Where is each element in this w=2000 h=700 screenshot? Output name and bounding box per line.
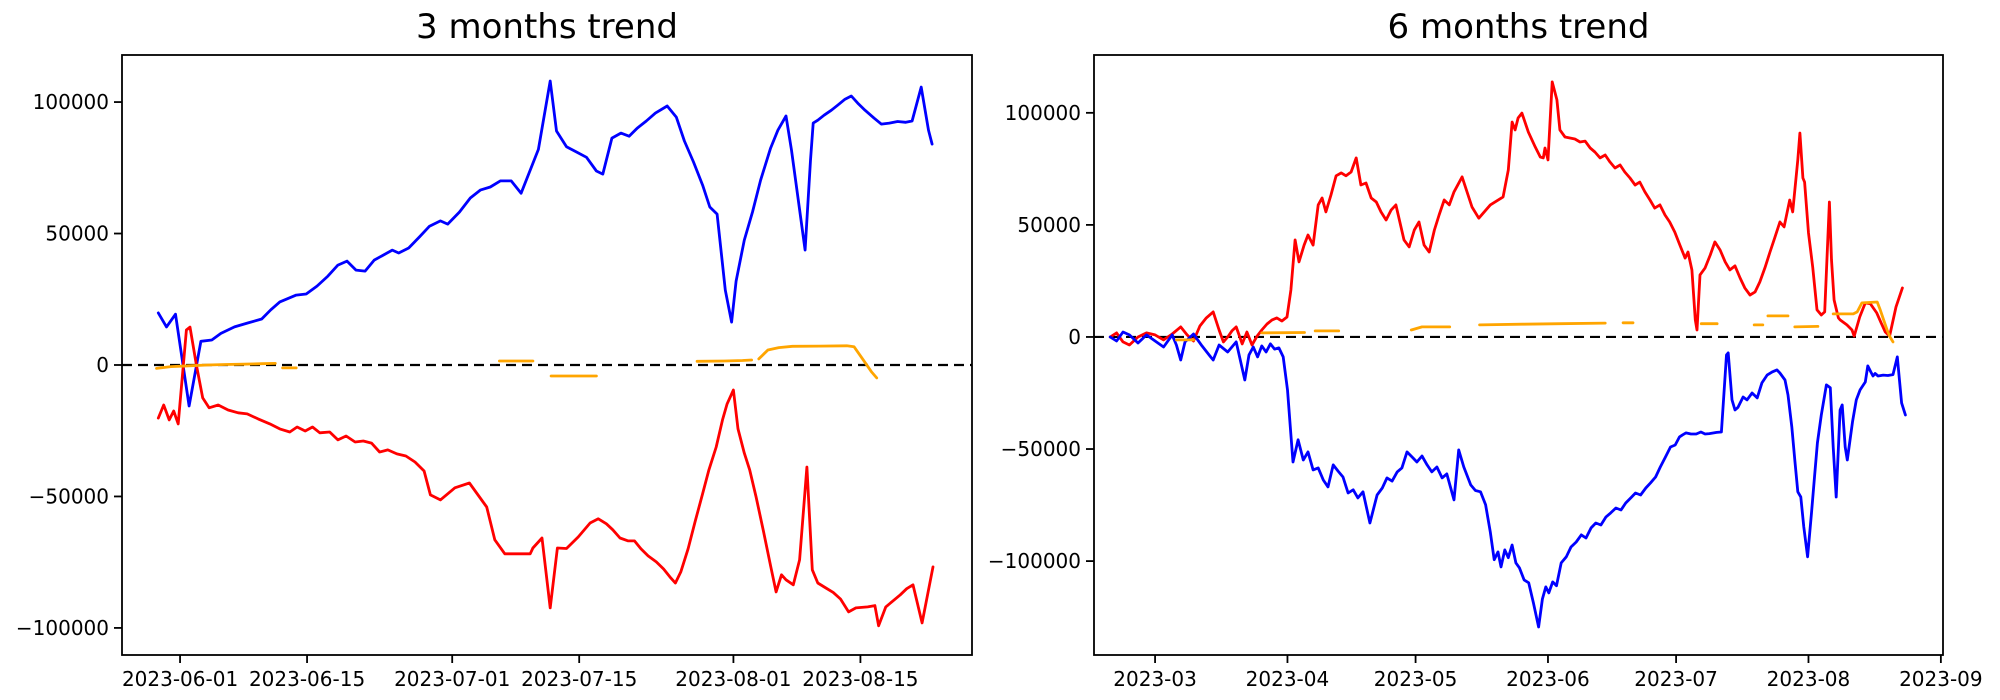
trend-3m-y-tick-label: 100000 bbox=[33, 90, 109, 114]
trend-3m-y-tick-label: −100000 bbox=[16, 616, 109, 640]
trend-3m-x-tick-label: 2023-08-01 bbox=[675, 667, 791, 691]
trend-6m-x-tick-label: 2023-04 bbox=[1246, 667, 1330, 691]
trend-3m-orange-line-seg4 bbox=[695, 358, 753, 363]
trend-6m-orange-line-seg4 bbox=[1478, 321, 1607, 327]
chart-title-6-months: 6 months trend bbox=[1387, 7, 1650, 47]
trend-6m-x-tick-label: 2023-06 bbox=[1506, 667, 1590, 691]
trend-3m-plot: 2023-06-01 2023-06-15 2023-07-01 2023-07-15… bbox=[16, 54, 973, 691]
trend-3m-blue-line bbox=[156, 79, 934, 408]
trend-3m-x-tick-label: 2023-06-15 bbox=[249, 667, 365, 691]
trend-3m-orange-line-seg5 bbox=[757, 344, 879, 380]
trend-3m-axes-frame bbox=[121, 54, 973, 656]
trend-3m-y-tick-label: 0 bbox=[96, 353, 109, 377]
trend-6m-axes-frame bbox=[1093, 54, 1944, 656]
trend-6m-x-tick-label: 2023-09 bbox=[1899, 667, 1983, 691]
trend-3m-x-tick-label: 2023-06-01 bbox=[122, 667, 238, 691]
trend-6m-orange-line-seg9 bbox=[1793, 324, 1820, 329]
trend-6m-x-tick-label: 2023-05 bbox=[1374, 667, 1458, 691]
trend-3m-y-tick-label: 50000 bbox=[45, 222, 109, 246]
trend-6m-y-tick-label: 0 bbox=[1068, 325, 1081, 349]
trend-6m-y-tick-label: −100000 bbox=[988, 549, 1081, 573]
trend-3m-x-tick-label: 2023-07-01 bbox=[394, 667, 510, 691]
trend-3m-red-line bbox=[156, 325, 935, 628]
trend-6m-x-tick-label: 2023-03 bbox=[1113, 667, 1197, 691]
trend-6m-x-tick-label: 2023-07 bbox=[1634, 667, 1718, 691]
trend-6m-orange-line-seg10 bbox=[1831, 300, 1895, 344]
trend-6m-y-tick-label: 50000 bbox=[1017, 213, 1081, 237]
trend-3m-y-tick-label: −50000 bbox=[29, 484, 109, 508]
trend-6m-orange-line-seg3 bbox=[1409, 325, 1452, 332]
trend-6m-y-tick-label: 100000 bbox=[1005, 101, 1081, 125]
trend-6m-plot: 2023-03 2023-04 2023-05 2023-06 2023-07 2023-… bbox=[988, 54, 1983, 691]
trend-6m-red-line bbox=[1108, 80, 1904, 347]
trend-6m-y-tick-label: −50000 bbox=[1001, 437, 1081, 461]
trend-6m-blue-line bbox=[1108, 330, 1907, 629]
trend-3m-x-tick-label: 2023-08-15 bbox=[802, 667, 918, 691]
trend-3m-x-tick-label: 2023-07-15 bbox=[521, 667, 637, 691]
trend-6m-x-tick-label: 2023-08 bbox=[1767, 667, 1851, 691]
trend-3m-orange-line-seg0 bbox=[155, 361, 277, 370]
chart-title-3-months: 3 months trend bbox=[416, 7, 678, 47]
